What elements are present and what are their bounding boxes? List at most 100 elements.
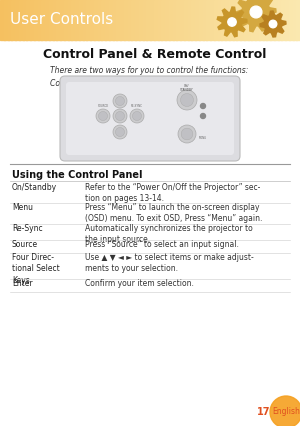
Bar [229, 0, 233, 40]
Bar [251, 0, 256, 40]
Polygon shape [236, 0, 276, 32]
Bar [86, 0, 91, 40]
Bar [176, 0, 181, 40]
Bar [116, 0, 121, 40]
Bar [128, 0, 132, 40]
Bar [64, 0, 68, 40]
Bar [139, 0, 143, 40]
Bar [296, 0, 300, 40]
Text: Confirm your item selection.: Confirm your item selection. [85, 279, 194, 288]
Text: Press “Menu” to launch the on-screen display
(OSD) menu. To exit OSD, Press “Men: Press “Menu” to launch the on-screen dis… [85, 203, 262, 224]
Bar [26, 0, 31, 40]
FancyBboxPatch shape [60, 76, 240, 161]
Circle shape [181, 93, 194, 106]
Bar [158, 0, 162, 40]
Bar [199, 0, 203, 40]
Bar [240, 0, 245, 40]
Circle shape [270, 396, 300, 426]
Bar [236, 0, 241, 40]
Circle shape [200, 113, 206, 118]
FancyBboxPatch shape [66, 82, 234, 155]
Bar [11, 0, 16, 40]
Bar [248, 0, 252, 40]
Bar [79, 0, 83, 40]
Bar [34, 0, 38, 40]
Circle shape [98, 112, 108, 121]
Circle shape [269, 20, 277, 28]
Circle shape [133, 112, 142, 121]
Bar [41, 0, 46, 40]
Bar [255, 0, 260, 40]
Circle shape [113, 94, 127, 108]
Bar [45, 0, 50, 40]
Text: 17: 17 [257, 407, 271, 417]
Bar [180, 0, 185, 40]
Bar [150, 0, 155, 40]
Circle shape [116, 112, 124, 121]
Bar [52, 0, 57, 40]
Polygon shape [217, 7, 247, 37]
Bar [30, 0, 35, 40]
Text: Use ▲ ▼ ◄ ► to select items or make adjust-
ments to your selection.: Use ▲ ▼ ◄ ► to select items or make adju… [85, 253, 254, 273]
Text: Control Panel: Control Panel [110, 92, 200, 104]
Bar [94, 0, 98, 40]
Text: User Controls: User Controls [10, 12, 113, 28]
Bar [165, 0, 170, 40]
Bar [4, 0, 8, 40]
Text: MENU: MENU [199, 136, 207, 140]
Bar [38, 0, 42, 40]
Bar [278, 0, 282, 40]
Text: Press “Source” to select an input signal.: Press “Source” to select an input signal… [85, 240, 239, 249]
Bar [184, 0, 188, 40]
Bar [22, 0, 27, 40]
Bar [161, 0, 166, 40]
Text: Four Direc-
tional Select
Keys: Four Direc- tional Select Keys [12, 253, 60, 285]
Bar [206, 0, 211, 40]
Bar [195, 0, 200, 40]
Bar [266, 0, 271, 40]
Bar [210, 0, 215, 40]
Bar [49, 0, 53, 40]
Text: SOURCE: SOURCE [98, 104, 109, 108]
Text: English: English [272, 408, 300, 417]
Bar [292, 0, 297, 40]
Bar [172, 0, 177, 40]
Bar [120, 0, 125, 40]
Circle shape [130, 109, 144, 123]
Bar [289, 0, 293, 40]
Circle shape [178, 125, 196, 143]
Bar [82, 0, 87, 40]
Text: Enter: Enter [12, 279, 33, 288]
Bar [270, 0, 275, 40]
Bar [15, 0, 20, 40]
Circle shape [177, 90, 197, 110]
Bar [142, 0, 147, 40]
Bar [281, 0, 286, 40]
Text: On/Standby: On/Standby [12, 183, 57, 192]
Circle shape [113, 109, 127, 123]
Text: Refer to the “Power On/Off the Projector” sec-
tion on pages 13-14.: Refer to the “Power On/Off the Projector… [85, 183, 260, 204]
Text: ON/
STANDBY: ON/ STANDBY [180, 84, 194, 92]
Bar [109, 0, 113, 40]
Bar [98, 0, 102, 40]
Bar [71, 0, 76, 40]
Circle shape [228, 18, 236, 26]
Text: Automatically synchronizes the projector to
the input source.: Automatically synchronizes the projector… [85, 224, 253, 245]
Bar [75, 0, 80, 40]
Circle shape [116, 127, 124, 137]
Circle shape [250, 6, 262, 18]
Bar [214, 0, 218, 40]
Polygon shape [260, 11, 286, 37]
Circle shape [113, 125, 127, 139]
Bar [135, 0, 140, 40]
Text: Menu: Menu [12, 203, 33, 212]
Bar [0, 0, 5, 40]
Circle shape [96, 109, 110, 123]
Bar [274, 0, 278, 40]
Bar [60, 0, 65, 40]
Bar [146, 0, 151, 40]
Bar [90, 0, 95, 40]
Text: Control Panel & Remote Control: Control Panel & Remote Control [43, 48, 267, 60]
Bar [56, 0, 61, 40]
Bar [131, 0, 136, 40]
